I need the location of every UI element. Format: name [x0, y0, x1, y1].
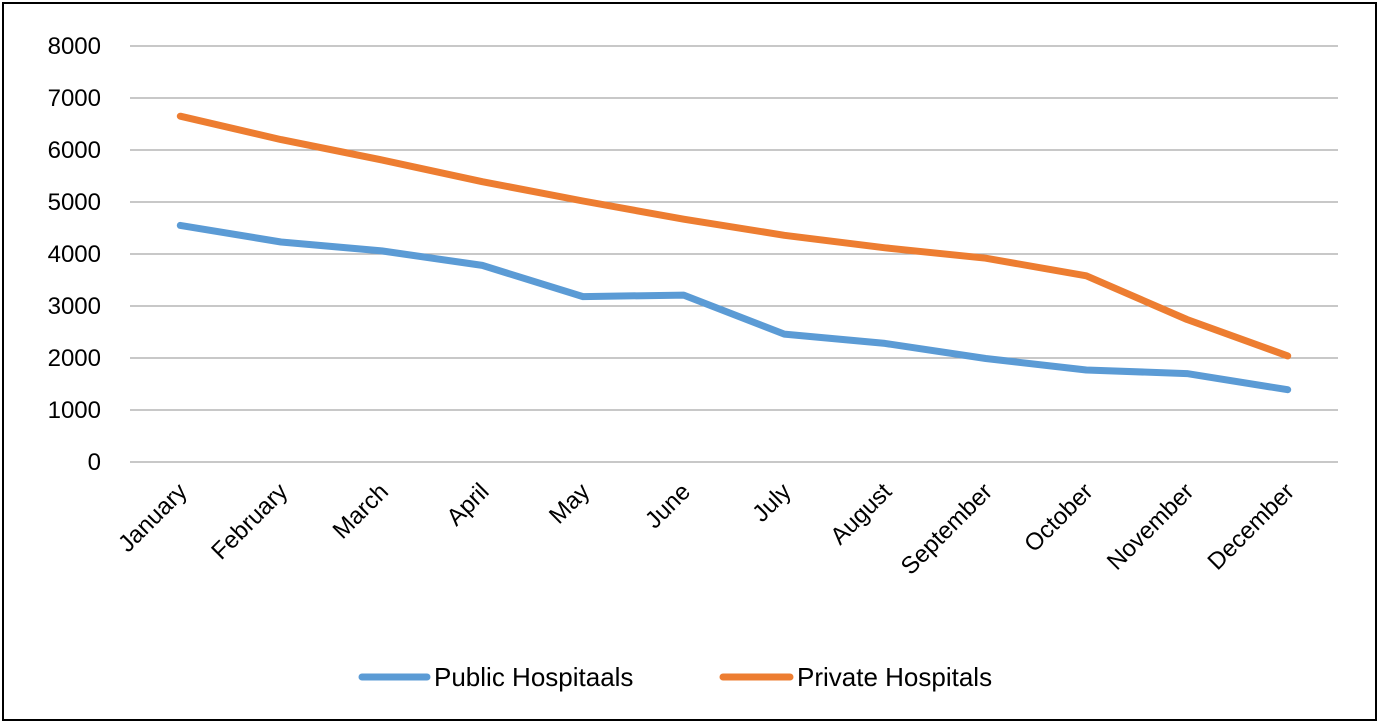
x-tick-label: May [544, 478, 595, 529]
x-tick-label: March [328, 478, 394, 544]
y-tick-label: 7000 [48, 85, 101, 112]
y-tick-label: 4000 [48, 241, 101, 268]
x-tick-label: January [113, 478, 192, 557]
data-series [176, 112, 1292, 394]
y-tick-label: 3000 [48, 293, 101, 320]
x-tick-label: June [640, 478, 696, 534]
gridlines [130, 45, 1338, 463]
x-tick-label: December [1203, 478, 1300, 575]
legend-label-0: Public Hospitaals [434, 662, 633, 692]
y-tick-label: 5000 [48, 189, 101, 216]
y-tick-label: 1000 [48, 397, 101, 424]
y-tick-label: 2000 [48, 345, 101, 372]
legend: Public Hospitaals Private Hospitals [358, 662, 992, 692]
y-tick-label: 0 [88, 449, 101, 476]
x-axis-tick-labels: January February March April May June July Augu… [113, 478, 1300, 580]
y-axis-tick-labels: 0 1000 2000 3000 4000 5000 6000 7000 8000 [48, 33, 101, 476]
x-tick-label: September [896, 478, 998, 580]
x-tick-label: November [1102, 478, 1199, 575]
x-tick-label: February [206, 478, 293, 565]
y-tick-label: 6000 [48, 137, 101, 164]
x-tick-label: July [747, 478, 796, 527]
y-tick-label: 8000 [48, 33, 101, 60]
legend-label-1: Private Hospitals [797, 662, 992, 692]
x-tick-label: August [825, 478, 897, 550]
series-line-0 [176, 221, 1292, 394]
series-line-1 [176, 112, 1292, 360]
x-tick-label: April [442, 478, 495, 531]
x-tick-label: October [1019, 478, 1098, 557]
